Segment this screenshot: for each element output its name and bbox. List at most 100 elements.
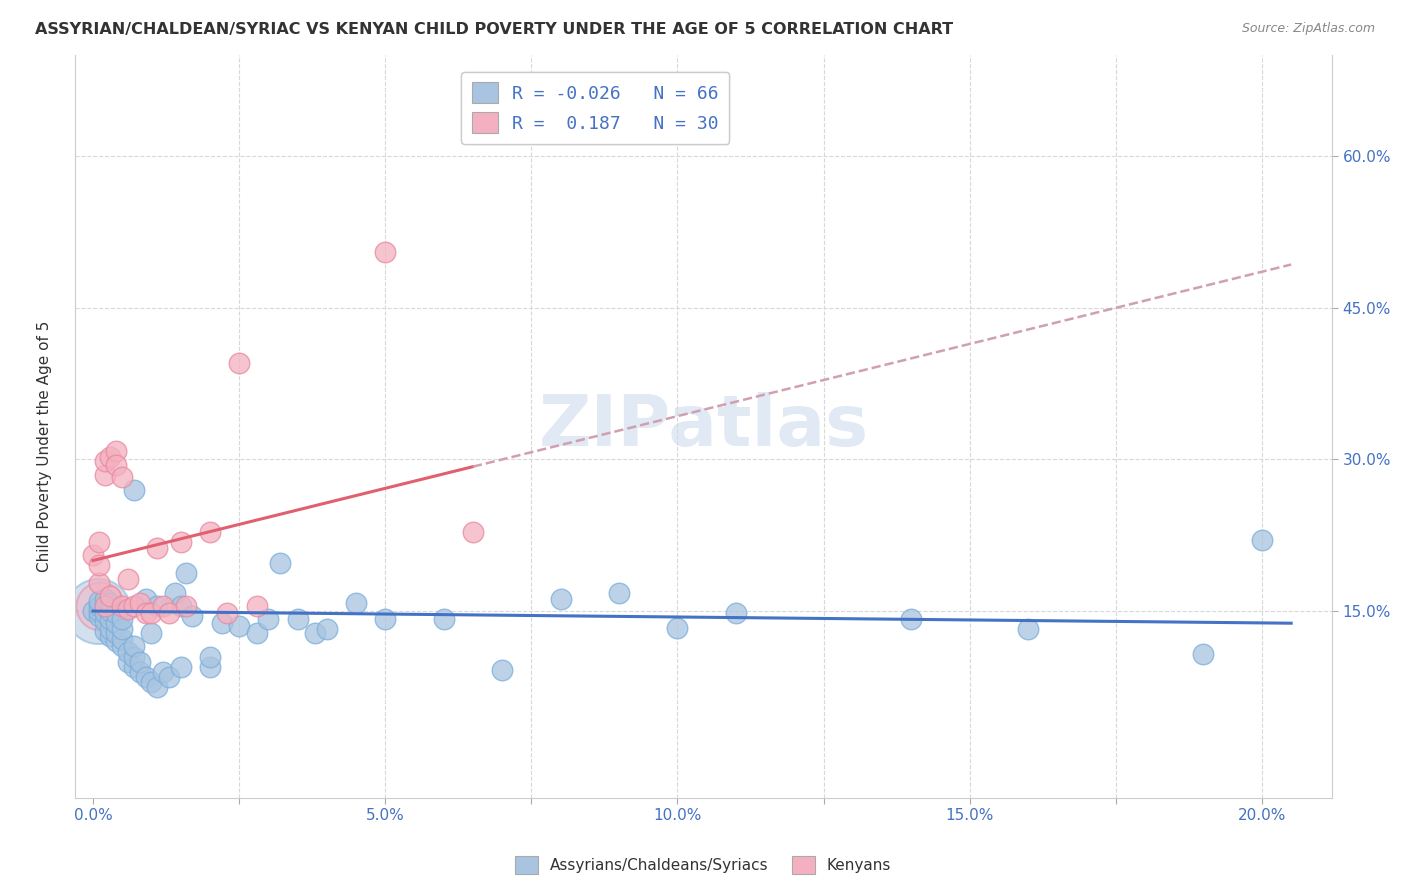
Point (89, 599, 111, 613)
Point (105, 616, 128, 631)
Legend: R = -0.026   N = 66, R =  0.187   N = 30: R = -0.026 N = 66, R = 0.187 N = 30 (461, 71, 730, 144)
Point (163, 586, 186, 600)
Point (128, 596, 150, 610)
Point (374, 245, 396, 260)
Point (141, 626, 163, 640)
Point (146, 599, 169, 613)
Point (135, 606, 157, 620)
Point (82, 604, 104, 618)
Point (100, 589, 122, 603)
Point (607, 586, 630, 600)
Point (433, 612, 456, 626)
Point (82, 549, 104, 563)
Point (141, 606, 163, 620)
Point (176, 566, 198, 580)
Point (257, 612, 280, 626)
Point (86, 604, 108, 618)
Point (211, 616, 233, 631)
Point (152, 665, 174, 679)
Point (87, 558, 110, 572)
Point (93, 454, 115, 468)
Point (93, 599, 115, 613)
Point (100, 604, 122, 618)
Point (146, 680, 169, 694)
Point (135, 591, 157, 606)
Point (1251, 533, 1274, 548)
Point (87, 594, 110, 608)
Point (135, 670, 157, 684)
Point (269, 556, 291, 570)
Point (87, 535, 110, 549)
Point (105, 606, 128, 620)
Point (141, 674, 163, 689)
Point (111, 612, 134, 626)
Point (304, 626, 326, 640)
Point (93, 599, 115, 613)
Point (111, 640, 134, 654)
Point (117, 572, 139, 586)
Legend: Assyrians/Chaldeans/Syriacs, Kenyans: Assyrians/Chaldeans/Syriacs, Kenyans (509, 850, 897, 880)
Point (491, 663, 513, 677)
Point (246, 626, 269, 640)
Point (374, 612, 396, 626)
Point (217, 606, 239, 620)
Point (169, 599, 191, 613)
Point (122, 659, 145, 673)
Point (1017, 622, 1039, 636)
Point (900, 612, 922, 626)
Point (100, 612, 122, 626)
Point (111, 599, 134, 613)
Point (128, 665, 150, 679)
Point (724, 606, 747, 620)
Point (198, 649, 221, 664)
Point (315, 622, 337, 636)
Point (122, 599, 145, 613)
Point (100, 596, 122, 610)
Point (1192, 647, 1215, 661)
Point (87, 609, 110, 624)
Point (87, 599, 110, 613)
Point (117, 655, 139, 669)
Text: ZIPatlas: ZIPatlas (538, 392, 869, 461)
Point (157, 670, 180, 684)
Point (344, 596, 367, 610)
Point (111, 622, 134, 636)
Point (198, 659, 221, 673)
Point (169, 659, 191, 673)
Point (122, 649, 145, 664)
Point (146, 541, 169, 556)
Point (176, 599, 198, 613)
Point (117, 602, 139, 616)
Point (93, 591, 115, 606)
Point (87, 575, 110, 590)
Point (93, 606, 115, 620)
Point (128, 655, 150, 669)
Point (181, 609, 204, 624)
Point (461, 525, 484, 540)
Point (93, 467, 115, 482)
Point (122, 483, 145, 497)
Point (87, 604, 110, 618)
Point (93, 624, 115, 639)
Point (228, 356, 250, 370)
Point (550, 591, 572, 606)
Point (111, 469, 134, 483)
Point (228, 619, 250, 633)
Point (169, 535, 191, 549)
Point (105, 458, 128, 472)
Point (198, 525, 221, 540)
Point (157, 606, 180, 620)
Point (287, 612, 309, 626)
Point (122, 640, 145, 654)
Point (105, 634, 128, 648)
Point (666, 621, 689, 635)
Point (105, 626, 128, 640)
Point (100, 629, 122, 643)
Point (105, 444, 128, 458)
Text: ASSYRIAN/CHALDEAN/SYRIAC VS KENYAN CHILD POVERTY UNDER THE AGE OF 5 CORRELATION : ASSYRIAN/CHALDEAN/SYRIAC VS KENYAN CHILD… (35, 22, 953, 37)
Point (117, 644, 139, 658)
Point (111, 632, 134, 647)
Point (246, 599, 269, 613)
Point (152, 599, 174, 613)
Point (100, 450, 122, 465)
